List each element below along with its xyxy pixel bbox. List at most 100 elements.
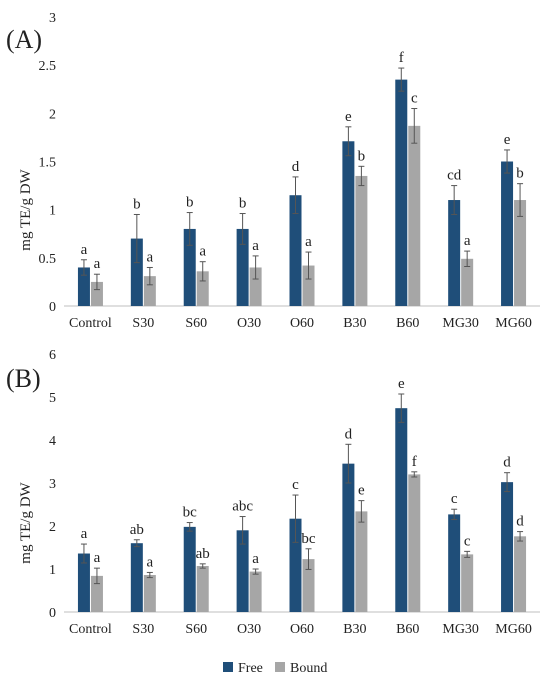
y-tick-label: 0 (49, 300, 56, 315)
bar-bound (408, 474, 421, 612)
y-tick-label: 6 (49, 348, 56, 363)
y-tick-label: 2.5 (39, 59, 57, 74)
x-tick-label: MG30 (442, 316, 479, 331)
bar-bound (302, 265, 315, 306)
y-tick-label: 0 (49, 606, 56, 621)
bar-free (77, 553, 90, 612)
bar-bound (196, 565, 209, 612)
significance-letter: a (94, 550, 101, 566)
y-tick-label: 4 (49, 434, 56, 449)
significance-letter: d (503, 455, 511, 471)
bar-free (236, 530, 249, 612)
significance-letter: c (464, 533, 471, 549)
bar-free (501, 161, 514, 306)
panel-a-ylabel: mg TE/g DW (18, 168, 34, 250)
panel-b-label: (B) (6, 364, 41, 393)
bar-bound (461, 554, 474, 612)
legend-swatch-bound (275, 662, 285, 672)
panel-b-ylabel: mg TE/g DW (18, 481, 34, 563)
x-tick-label: MG30 (442, 622, 479, 637)
x-tick-label: Control (69, 316, 112, 331)
significance-letter: a (252, 238, 259, 254)
bar-free (342, 463, 355, 612)
significance-letter: a (81, 526, 88, 542)
significance-letter: b (186, 195, 194, 211)
bar-bound (90, 281, 103, 306)
y-tick-label: 2 (49, 520, 56, 535)
bar-free (130, 543, 143, 612)
x-tick-label: B60 (396, 622, 419, 637)
significance-letter: a (305, 234, 312, 250)
bar-free (395, 79, 408, 306)
significance-letter: a (146, 249, 153, 265)
significance-letter: a (94, 256, 101, 272)
y-tick-label: 1 (49, 204, 56, 219)
x-tick-label: S30 (132, 622, 154, 637)
significance-letter: bc (301, 531, 316, 547)
significance-letter: b (239, 196, 247, 212)
x-tick-label: S60 (185, 316, 207, 331)
bar-free (236, 228, 249, 306)
bar-bound (143, 276, 156, 306)
bar-bound (514, 536, 527, 612)
significance-letter: a (464, 233, 471, 249)
bar-free (448, 200, 461, 306)
y-tick-label: 1.5 (39, 156, 57, 171)
y-tick-label: 3 (49, 477, 56, 492)
y-tick-label: 3 (49, 11, 56, 26)
significance-letter: b (516, 166, 524, 182)
significance-letter: e (358, 483, 365, 499)
y-tick-label: 1 (49, 563, 56, 578)
x-tick-label: MG60 (495, 316, 532, 331)
significance-letter: c (411, 91, 418, 107)
y-tick-label: 5 (49, 391, 56, 406)
significance-letter: b (358, 148, 366, 164)
bar-bound (355, 511, 368, 612)
significance-letter: b (133, 196, 141, 212)
plot-area-b: 0 1 2 3 4 5 6 Control S30 S60 O30 O60 B30 B60 MG30 MG60… (49, 348, 540, 637)
bar-free (183, 526, 196, 612)
bar-free (395, 408, 408, 612)
x-tick-label: B60 (396, 316, 419, 331)
bar-bound (514, 200, 527, 306)
significance-letter: e (398, 376, 405, 392)
bar-bound (90, 575, 103, 612)
significance-letter: a (252, 551, 259, 567)
significance-letter: ab (196, 546, 210, 562)
bar-bound (461, 258, 474, 306)
x-tick-label: S30 (132, 316, 154, 331)
bar-free (289, 195, 302, 306)
significance-letter: d (516, 514, 524, 530)
bar-free (448, 514, 461, 612)
bar-bound (408, 125, 421, 307)
bar-bound (355, 175, 368, 306)
x-tick-label: S60 (185, 622, 207, 637)
significance-letter: c (292, 477, 299, 493)
x-tick-label: MG60 (495, 622, 532, 637)
x-tick-label: O30 (237, 622, 261, 637)
bar-free (183, 228, 196, 306)
significance-letter: a (81, 242, 88, 258)
significance-letter: d (345, 426, 353, 442)
significance-letter: a (146, 554, 153, 570)
bar-bound (143, 575, 156, 612)
significance-letter: e (345, 109, 352, 125)
significance-letter: a (199, 244, 206, 260)
x-tick-label: O60 (290, 622, 314, 637)
significance-letter: f (399, 50, 404, 66)
panel-a: (A) mg TE/g DW 0 0.5 1 1.5 2 2.5 3 Control S30 S6… (6, 11, 540, 331)
bar-free (342, 141, 355, 306)
y-tick-label: 0.5 (39, 252, 57, 267)
bar-free (130, 238, 143, 306)
bar-free (77, 267, 90, 306)
x-tick-label: B30 (343, 316, 366, 331)
legend-label-bound: Bound (290, 661, 327, 676)
y-tick-label: 2 (49, 107, 56, 122)
significance-letter: c (451, 491, 458, 507)
legend-label-free: Free (238, 661, 263, 676)
significance-letter: e (504, 132, 511, 148)
bar-free (501, 482, 514, 612)
x-tick-label: Control (69, 622, 112, 637)
legend: Free Bound (223, 661, 327, 676)
